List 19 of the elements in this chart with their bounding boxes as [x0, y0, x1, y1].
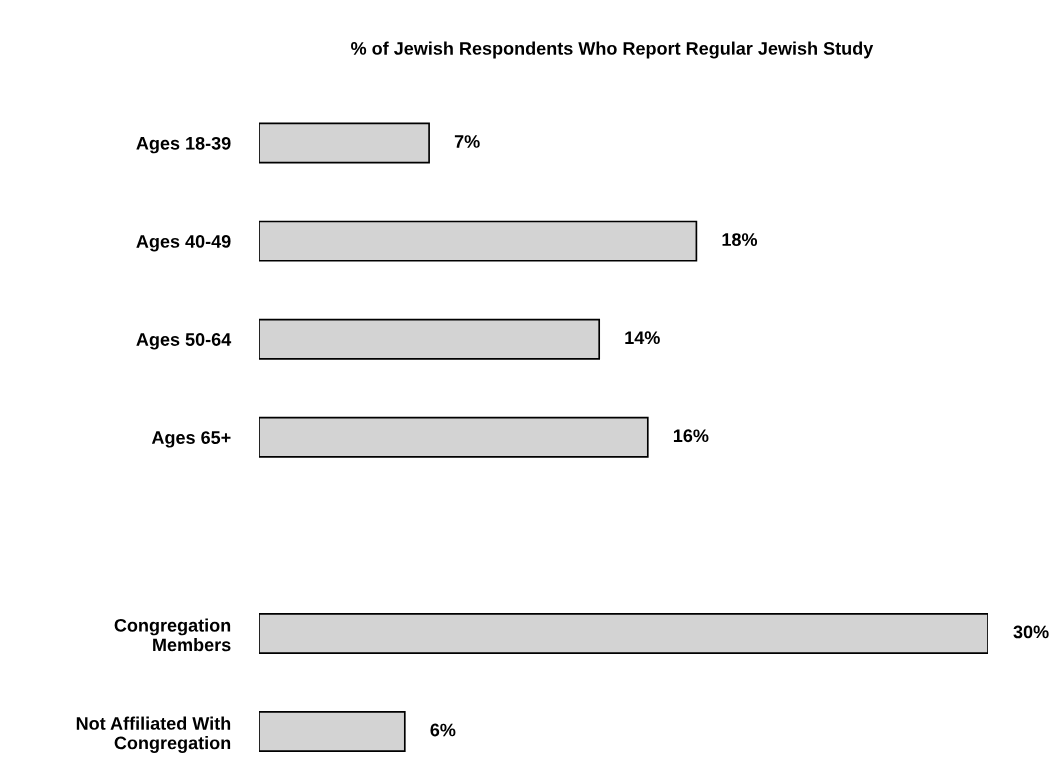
y-tick-label: Congregation Members: [114, 618, 231, 652]
data-label: 7%: [454, 135, 480, 148]
bar: [259, 711, 406, 752]
bar: [259, 416, 649, 458]
y-tick-label: Ages 50-64: [136, 333, 232, 350]
data-label: 6%: [430, 723, 456, 737]
y-tick-label: Ages 40-49: [136, 235, 231, 252]
y-tick-label: Ages 18-39: [136, 136, 231, 154]
bar: [259, 220, 698, 262]
data-label: 16%: [673, 429, 709, 443]
y-tick-label: Ages 65+: [151, 431, 231, 448]
bar: [259, 613, 988, 654]
chart-title: % of Jewish Respondents Who Report Regular Jewish Study: [351, 41, 874, 59]
data-label: 14%: [625, 331, 660, 345]
bar: [259, 318, 601, 360]
bar: [259, 122, 430, 164]
data-label: 30%: [1013, 625, 1049, 639]
data-label: 18%: [722, 233, 758, 246]
y-tick-label: Not Affiliated With Congregation: [76, 716, 231, 753]
